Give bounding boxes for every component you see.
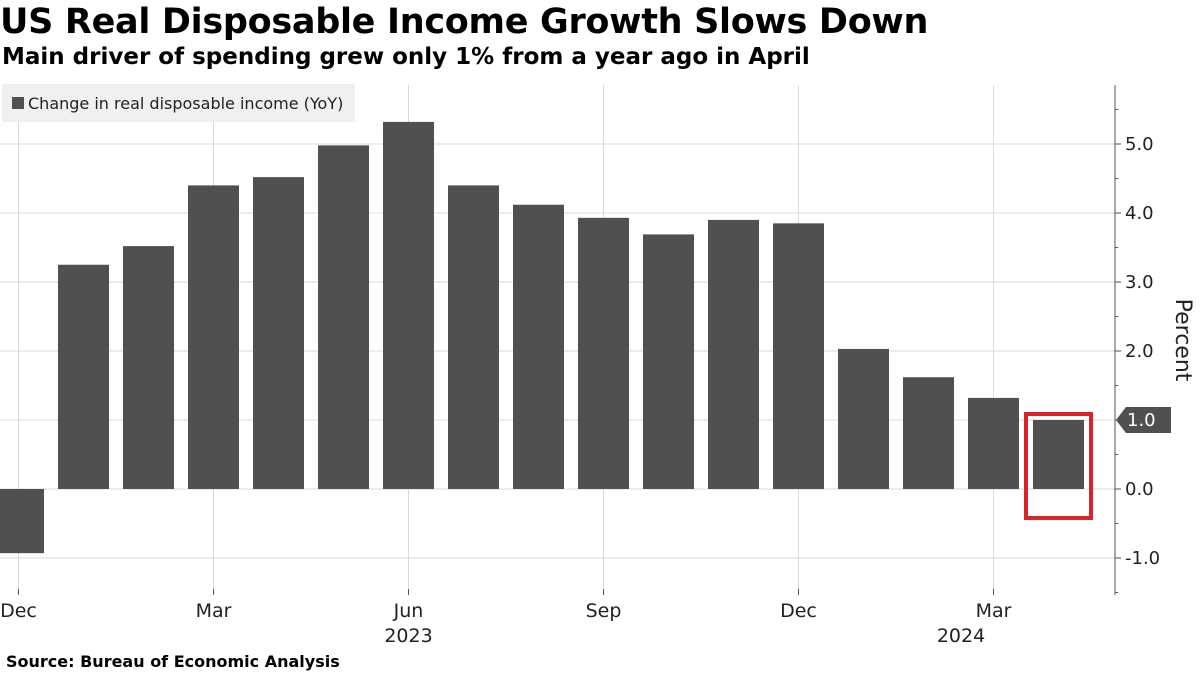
chart-subtitle: Main driver of spending grew only 1% fro… xyxy=(2,44,810,70)
legend-label: Change in real disposable income (YoY) xyxy=(28,93,344,113)
last-value-label: 1.0 xyxy=(1127,410,1156,431)
y-tick-label: 2.0 xyxy=(1125,341,1154,362)
x-tick-label: Jun xyxy=(393,600,424,622)
bar xyxy=(0,489,44,554)
bar xyxy=(578,217,629,489)
bar xyxy=(383,121,434,490)
y-tick-label: -1.0 xyxy=(1125,548,1160,569)
chart-legend: Change in real disposable income (YoY) xyxy=(2,84,356,122)
chart-title: US Real Disposable Income Growth Slows D… xyxy=(0,2,929,42)
source-note: Source: Bureau of Economic Analysis xyxy=(6,652,340,671)
bar xyxy=(1033,420,1084,489)
x-tick-label: Mar xyxy=(196,600,232,622)
bar-series xyxy=(0,121,1084,554)
y-axis: -1.0 0.0 2.0 3.0 4.0 5.0 Percent 1.0 xyxy=(1114,85,1195,595)
bar xyxy=(773,223,824,489)
x-tick-label: Dec xyxy=(780,600,817,622)
bar xyxy=(968,397,1019,489)
bar xyxy=(58,264,109,489)
legend-swatch xyxy=(12,97,24,109)
x-year-label: 2023 xyxy=(384,625,432,647)
bar xyxy=(188,185,239,489)
bar xyxy=(708,219,759,489)
bar xyxy=(838,348,889,489)
x-year-label: 2024 xyxy=(937,625,985,647)
annotations xyxy=(1024,412,1093,520)
bar xyxy=(253,177,304,489)
bar xyxy=(448,185,499,489)
y-tick-label: 3.0 xyxy=(1125,272,1154,293)
y-axis-title: Percent xyxy=(1170,299,1195,382)
bar xyxy=(643,234,694,489)
x-axis: Dec Mar Jun Sep Dec Mar 2023 2024 xyxy=(0,589,1012,647)
y-tick-label: 4.0 xyxy=(1125,203,1154,224)
last-value-tag xyxy=(1116,407,1171,433)
bar xyxy=(513,204,564,489)
bar xyxy=(318,145,369,489)
y-tick-label: 0.0 xyxy=(1125,479,1154,500)
highlight-box xyxy=(1024,412,1093,520)
y-tick-label: 5.0 xyxy=(1125,134,1154,155)
x-tick-label: Dec xyxy=(0,600,37,622)
bar xyxy=(123,246,174,489)
x-tick-label: Sep xyxy=(586,600,622,622)
x-tick-label: Mar xyxy=(976,600,1012,622)
bar xyxy=(903,377,954,489)
